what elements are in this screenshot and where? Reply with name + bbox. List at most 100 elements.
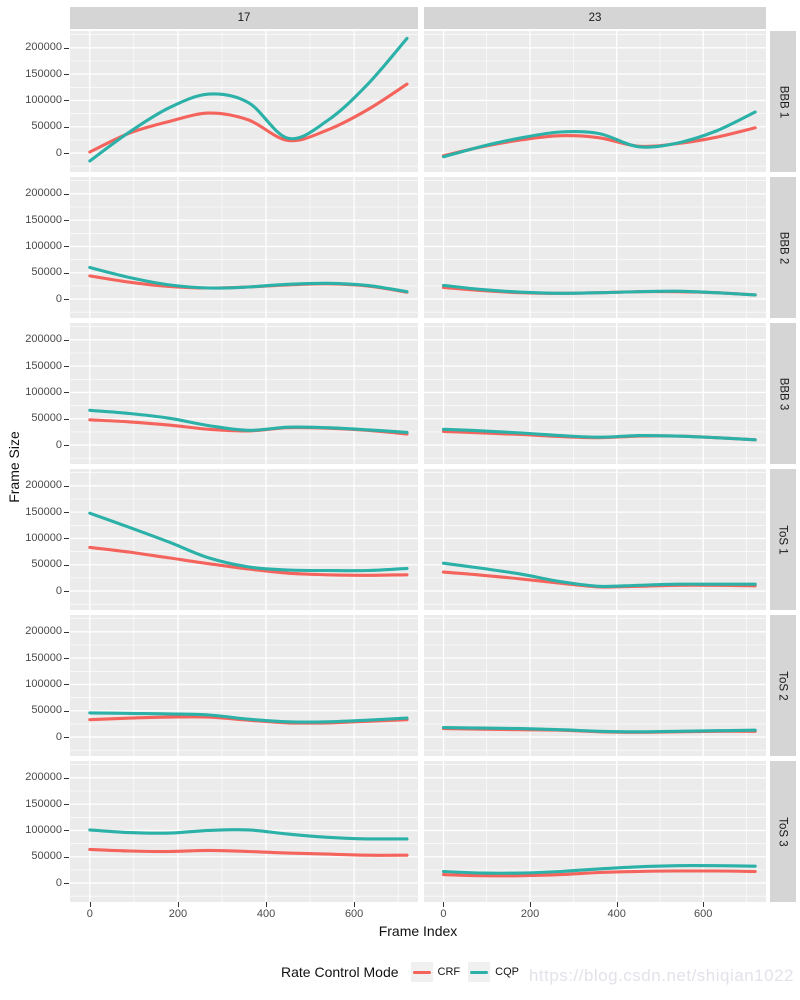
y-tick-label: 100000	[25, 823, 62, 836]
panel-17-BBB-3	[70, 323, 418, 464]
y-tick-mark	[64, 392, 69, 394]
y-tick-label: 0	[55, 584, 62, 597]
y-tick-label: 0	[55, 292, 62, 305]
cqp-line	[441, 110, 757, 159]
y-tick-mark	[64, 658, 69, 660]
watermark-text: https://blog.csdn.net/shiqian1022	[528, 966, 794, 985]
y-tick-mark	[64, 272, 69, 274]
facet-row-strip-label: BBB 3	[777, 377, 790, 410]
y-tick-mark	[64, 153, 69, 155]
x-tick-label: 200	[520, 908, 540, 920]
facet-col-strip-23: 23	[424, 7, 766, 29]
y-tick-mark	[64, 339, 69, 341]
facet-row-strip-BBB-1: BBB 1	[770, 31, 796, 172]
panel-17-ToS-1	[70, 469, 418, 610]
crf-line-swatch	[412, 970, 431, 974]
panel-17-ToS-2	[70, 615, 418, 756]
crf-line	[88, 847, 409, 857]
y-tick-label: 100000	[25, 239, 62, 252]
y-tick-label: 150000	[25, 213, 62, 226]
y-tick-mark	[64, 74, 69, 76]
y-tick-mark	[64, 418, 69, 420]
crf-line	[88, 82, 409, 154]
panel-23-BBB-1	[424, 31, 766, 172]
facet-row-strip-label: ToS 1	[777, 524, 790, 555]
facet-row-strip-ToS-1: ToS 1	[770, 469, 796, 610]
panel-23-BBB-2	[424, 177, 766, 318]
y-tick-label: 200000	[25, 41, 62, 54]
x-tick-mark	[616, 902, 618, 907]
facet-col-strip-17: 17	[70, 7, 418, 29]
y-tick-label: 150000	[25, 505, 62, 518]
y-tick-mark	[64, 366, 69, 368]
cqp-line-swatch	[470, 970, 489, 974]
x-tick-mark	[703, 902, 705, 907]
y-tick-mark	[64, 684, 69, 686]
x-tick-label: 600	[344, 908, 364, 920]
y-tick-mark	[64, 830, 69, 832]
crf-line	[88, 545, 409, 577]
y-tick-label: 150000	[25, 797, 62, 810]
cqp-line	[441, 864, 757, 875]
x-tick-label: 0	[440, 908, 447, 920]
y-tick-mark	[64, 777, 69, 779]
cqp-line	[441, 726, 757, 734]
y-tick-mark	[64, 856, 69, 858]
cqp-line	[88, 511, 409, 573]
y-tick-mark	[64, 564, 69, 566]
y-tick-label: 200000	[25, 333, 62, 346]
legend-key-cqp	[468, 962, 491, 982]
y-tick-label: 50000	[31, 120, 62, 133]
x-tick-mark	[89, 902, 91, 907]
facet-row-strip-BBB-3: BBB 3	[770, 323, 796, 464]
facet-row-strip-label: BBB 2	[777, 231, 790, 264]
panel-17-BBB-1	[70, 31, 418, 172]
legend-label-crf: CRF	[437, 966, 461, 978]
y-tick-mark	[64, 631, 69, 633]
x-tick-label: 400	[607, 908, 626, 920]
facet-row-strip-ToS-2: ToS 2	[770, 615, 796, 756]
y-tick-mark	[64, 299, 69, 301]
y-tick-mark	[64, 246, 69, 248]
x-tick-label: 400	[256, 908, 276, 920]
legend: Rate Control Mode CRF CQP	[0, 954, 800, 990]
y-tick-mark	[64, 883, 69, 885]
x-tick-label: 600	[694, 908, 713, 920]
y-tick-label: 200000	[25, 625, 62, 638]
x-tick-mark	[443, 902, 445, 907]
cqp-line	[88, 828, 409, 841]
y-tick-mark	[64, 220, 69, 222]
cqp-line	[88, 408, 409, 434]
y-tick-label: 200000	[25, 479, 62, 492]
x-tick-mark	[530, 902, 532, 907]
y-tick-mark	[64, 126, 69, 128]
y-tick-label: 50000	[31, 558, 62, 571]
y-tick-label: 150000	[25, 359, 62, 372]
cqp-line	[88, 36, 409, 163]
cqp-line	[441, 427, 757, 442]
x-axis-title: Frame Index	[378, 923, 458, 939]
y-tick-mark	[64, 100, 69, 102]
legend-title: Rate Control Mode	[281, 964, 399, 980]
y-tick-mark	[64, 591, 69, 593]
y-tick-label: 50000	[31, 704, 62, 717]
y-tick-mark	[64, 512, 69, 514]
cqp-line	[441, 561, 757, 588]
legend-item-crf: CRF	[410, 962, 461, 982]
panel-23-ToS-1	[424, 469, 766, 610]
x-tick-label: 200	[168, 908, 188, 920]
y-tick-mark	[64, 193, 69, 195]
y-tick-label: 100000	[25, 93, 62, 106]
y-tick-label: 0	[55, 146, 62, 159]
facet-row-strip-label: BBB 1	[777, 85, 790, 118]
facet-row-strip-ToS-3: ToS 3	[770, 761, 796, 902]
legend-item-cqp: CQP	[468, 962, 519, 982]
panel-23-BBB-3	[424, 323, 766, 464]
cqp-line	[88, 711, 409, 724]
y-tick-label: 100000	[25, 677, 62, 690]
y-tick-mark	[64, 445, 69, 447]
y-tick-mark	[64, 737, 69, 739]
x-tick-mark	[266, 902, 268, 907]
crf-line	[441, 869, 757, 878]
